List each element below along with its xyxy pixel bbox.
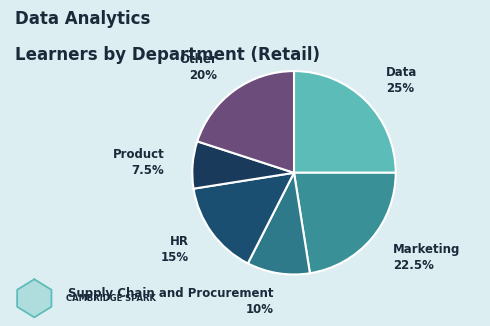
Text: HR
15%: HR 15% bbox=[161, 235, 189, 264]
Text: CAMBRIDGE SPARK: CAMBRIDGE SPARK bbox=[66, 294, 156, 303]
Text: Supply Chain and Procurement
10%: Supply Chain and Procurement 10% bbox=[68, 287, 273, 316]
Text: Marketing
22.5%: Marketing 22.5% bbox=[393, 243, 461, 272]
Wedge shape bbox=[194, 173, 294, 263]
Wedge shape bbox=[197, 71, 294, 173]
Text: Learners by Department (Retail): Learners by Department (Retail) bbox=[15, 46, 319, 64]
Text: Data Analytics: Data Analytics bbox=[15, 10, 150, 28]
Text: Data
25%: Data 25% bbox=[386, 66, 417, 95]
Text: Product
7.5%: Product 7.5% bbox=[113, 148, 164, 177]
Wedge shape bbox=[192, 141, 294, 189]
Wedge shape bbox=[294, 173, 396, 273]
Polygon shape bbox=[17, 279, 51, 318]
Wedge shape bbox=[248, 173, 310, 274]
Wedge shape bbox=[294, 71, 396, 173]
Text: Other
20%: Other 20% bbox=[180, 53, 218, 82]
